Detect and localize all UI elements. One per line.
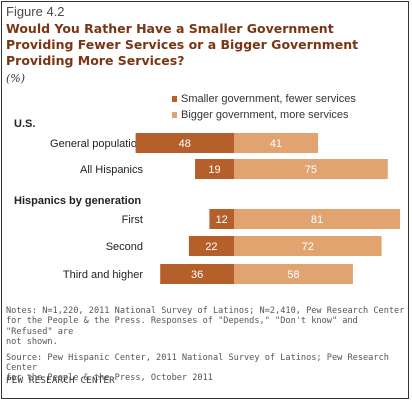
- figure-label: Figure 4.2: [6, 4, 65, 19]
- chart-title: Would You Rather Have a Smaller Governme…: [6, 21, 404, 69]
- notes-block: Notes: N=1,220, 2011 National Survey of …: [6, 306, 406, 384]
- legend-swatch: [172, 96, 177, 102]
- group-header: U.S.: [14, 118, 35, 130]
- bar-bigger: [234, 264, 353, 284]
- bar-bigger: [234, 209, 401, 229]
- data-label-bigger: 72: [302, 241, 314, 253]
- bar-smaller: [209, 209, 234, 229]
- bar-bigger: [234, 236, 382, 256]
- title-line: Would You Rather Have a Smaller Governme…: [6, 21, 334, 36]
- notes-line: for the People & the Press. Responses of…: [6, 316, 364, 337]
- unit-label: (%): [6, 72, 26, 85]
- data-label-smaller: 22: [205, 241, 217, 253]
- legend-swatch: [172, 112, 177, 118]
- source-line: for the People & the Press, October 2011: [6, 373, 213, 384]
- legend-label: Smaller government, fewer services: [181, 93, 356, 105]
- bar-smaller: [188, 236, 234, 256]
- data-label-smaller: 12: [216, 214, 228, 226]
- data-label-smaller: 19: [208, 164, 220, 176]
- row-label: All Hispanics: [80, 164, 143, 176]
- data-label-bigger: 81: [311, 214, 323, 226]
- row-label: Third and higher: [63, 269, 143, 281]
- row-label: First: [122, 214, 143, 226]
- data-label-bigger: 75: [305, 164, 317, 176]
- source-line: Source: Pew Hispanic Center, 2011 Nation…: [6, 352, 395, 374]
- brand-label: PEW RESEARCH CENTER: [6, 375, 115, 386]
- row-label: General population: [50, 138, 143, 150]
- bar-bigger: [234, 159, 388, 179]
- bar-smaller: [135, 133, 234, 153]
- data-label-smaller: 48: [179, 138, 191, 150]
- data-label-smaller: 36: [191, 269, 203, 281]
- data-label-bigger: 58: [287, 269, 299, 281]
- title-line: Providing More Services?: [6, 53, 185, 68]
- group-header: Hispanics by generation: [14, 195, 141, 207]
- bar-bigger: [234, 133, 319, 153]
- legend-label: Bigger government, more services: [181, 109, 349, 121]
- bar-smaller: [195, 159, 234, 179]
- notes-line: Notes: N=1,220, 2011 National Survey of …: [6, 306, 405, 316]
- bar-smaller: [160, 264, 234, 284]
- row-label: Second: [106, 241, 143, 253]
- data-label-bigger: 41: [270, 138, 282, 150]
- notes-line: not shown.: [6, 337, 58, 348]
- title-line: Providing Fewer Services or a Bigger Gov…: [6, 37, 359, 52]
